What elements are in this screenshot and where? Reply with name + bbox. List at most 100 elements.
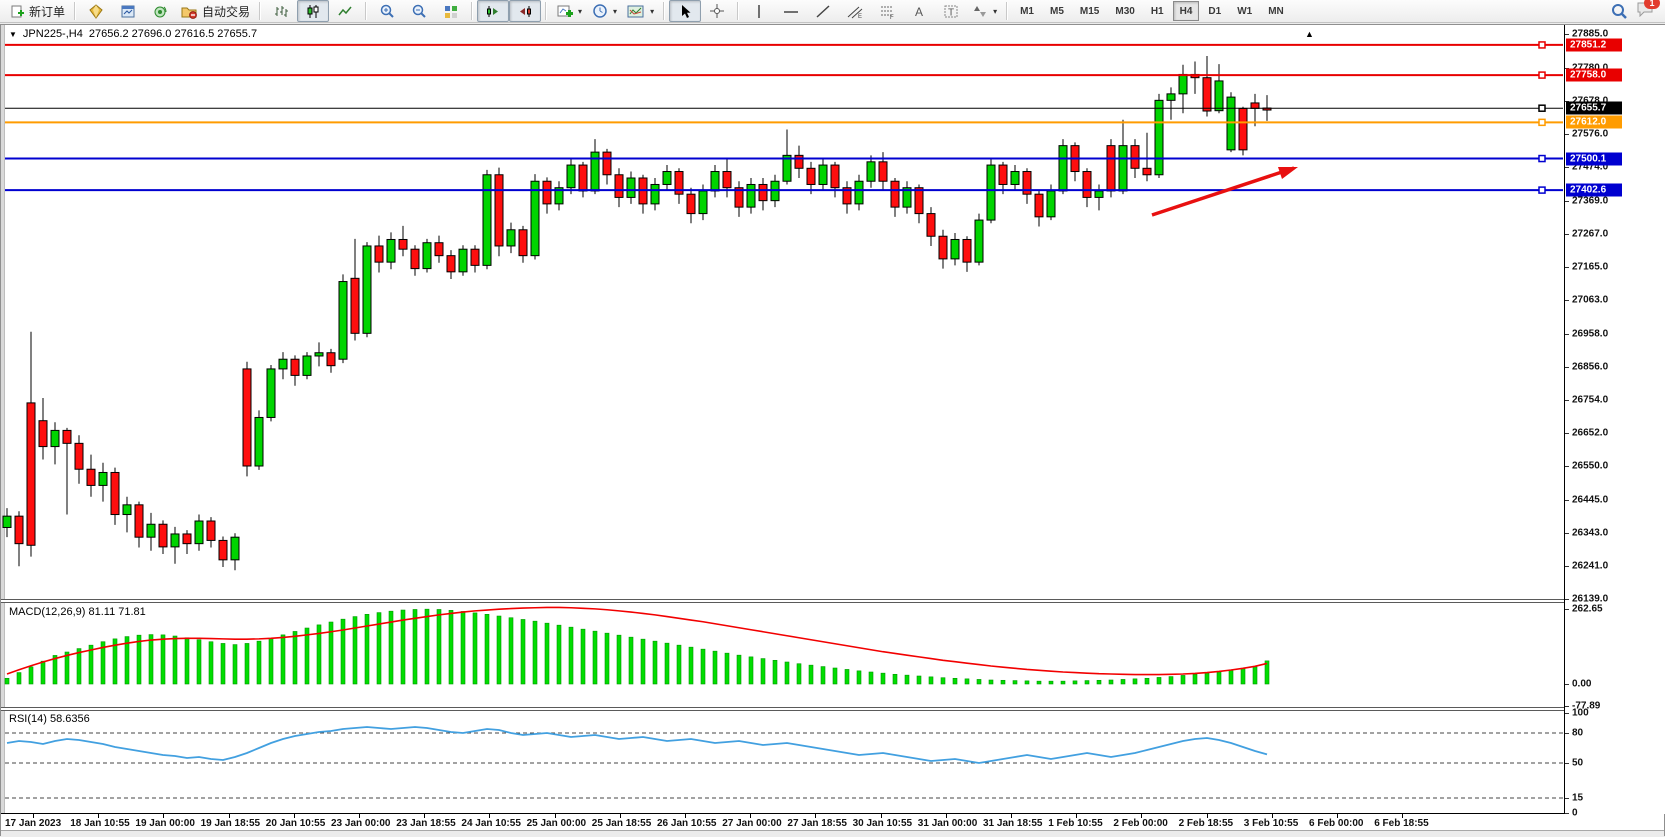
text-button[interactable]: A (903, 0, 935, 22)
pane-separator[interactable] (1, 707, 1564, 711)
zoom-in-button[interactable] (371, 0, 403, 22)
search-icon[interactable] (1610, 2, 1628, 20)
macd-hist-bar (532, 620, 538, 685)
line-chart-button[interactable] (329, 0, 361, 22)
macd-hist-bar (988, 679, 994, 685)
price-label: 27063.0 (1572, 294, 1609, 306)
navigator-button[interactable] (144, 0, 176, 22)
bear-candle (62, 429, 72, 444)
equidistant-channel-button[interactable]: E (839, 0, 871, 22)
time-tick (750, 814, 752, 818)
level-handle[interactable] (1538, 104, 1546, 112)
price-badge: 27655.7 (1566, 101, 1622, 115)
text-label-button[interactable]: T (935, 0, 967, 22)
macd-pane[interactable] (4, 603, 1563, 706)
tab-timeframe-M5[interactable]: M5 (1050, 5, 1064, 17)
macd-hist-bar (604, 632, 610, 685)
level-handle[interactable] (1538, 154, 1546, 163)
window-bottom-edge (1, 830, 1664, 837)
macd-hist-bar (1144, 677, 1150, 685)
macd-label: -77.89 (1572, 700, 1601, 712)
main-price-pane[interactable] (2, 28, 1563, 601)
level-handle[interactable] (1538, 186, 1546, 194)
auto-trading-button[interactable]: 自动交易 (176, 0, 255, 22)
tab-timeframe-M1[interactable]: M1 (1020, 5, 1034, 17)
macd-hist-bar (1108, 679, 1114, 685)
bull-candle (974, 219, 984, 263)
add-indicator-dropdown[interactable]: ▾ (551, 0, 587, 22)
tab-timeframe-W1[interactable]: W1 (1237, 5, 1253, 17)
vertical-line-icon (753, 4, 765, 19)
chart-shift-right-button[interactable] (509, 0, 542, 22)
tab-timeframe-M30[interactable]: M30 (1115, 5, 1135, 17)
macd-hist-bar (352, 616, 358, 685)
bull-candle (314, 352, 324, 357)
period-dropdown[interactable]: ▾ (587, 0, 622, 22)
scroll-end-marker-icon[interactable]: ▲ (1305, 29, 1314, 39)
price-label: 26139.0 (1572, 593, 1609, 605)
macd-hist-bar (148, 634, 154, 685)
macd-label: MACD(12,26,9) 81.11 71.81 (9, 606, 146, 618)
macd-hist-bar (184, 637, 190, 685)
tab-timeframe-MN[interactable]: MN (1268, 5, 1284, 17)
new-order-button[interactable]: 新订单 (5, 0, 70, 22)
tab-timeframe-H4[interactable]: H4 (1172, 1, 1200, 21)
macd-hist-bar (1180, 675, 1186, 685)
candlestick-chart-button[interactable] (297, 0, 330, 22)
time-axis[interactable]: 17 Jan 2023 18 Jan 10:55 19 Jan 00:00 19 Ja… (1, 813, 1564, 830)
template-dropdown[interactable]: ▾ (622, 0, 659, 22)
tile-windows-button[interactable] (435, 0, 467, 22)
symbol-dropdown-icon[interactable]: ▼ (9, 29, 17, 39)
bull-candle (458, 248, 468, 273)
bear-candle (74, 442, 84, 470)
bar-chart-icon (273, 4, 289, 19)
bear-candle (842, 187, 852, 205)
bear-candle (374, 245, 384, 263)
data-window-button[interactable] (112, 0, 144, 22)
svg-text:A: A (915, 5, 923, 19)
zoom-out-button[interactable] (403, 0, 435, 22)
chart-shift-left-button[interactable] (477, 0, 510, 22)
rsi-pane[interactable] (5, 711, 1563, 813)
vertical-line-button[interactable] (743, 0, 775, 22)
price-tick (1565, 598, 1569, 600)
bear-candle (1238, 107, 1248, 151)
price-tick (1565, 200, 1569, 202)
tab-timeframe-H1[interactable]: H1 (1150, 5, 1164, 17)
level-handle[interactable] (1538, 118, 1546, 127)
level-handle[interactable] (1538, 41, 1546, 49)
fibonacci-button[interactable]: F (871, 0, 903, 22)
bull-candle (506, 229, 516, 247)
horizontal-line-button[interactable] (775, 0, 807, 22)
macd-hist-bar (4, 677, 10, 685)
bull-candle (854, 180, 864, 205)
tab-timeframe-M15[interactable]: M15 (1079, 5, 1100, 17)
price-axis[interactable]: 27885.0 27780.0 27678.0 27576.0 27474.0 27369… (1564, 25, 1665, 819)
tab-timeframe-D1[interactable]: D1 (1208, 5, 1222, 17)
level-handle[interactable] (1538, 71, 1546, 79)
horizontal-line-icon (783, 4, 799, 19)
notifications-button[interactable]: 1 (1636, 0, 1660, 22)
crosshair-button[interactable] (701, 0, 733, 22)
macd-hist-bar (880, 672, 886, 685)
macd-hist-bar (856, 670, 862, 685)
bull-candle (1154, 99, 1164, 176)
bear-candle (794, 154, 804, 169)
macd-hist-bar (340, 618, 346, 685)
bear-candle (398, 238, 408, 250)
chart-list-button[interactable] (80, 0, 112, 22)
bear-candle (734, 187, 744, 208)
macd-hist-bar (88, 644, 94, 685)
pane-separator[interactable] (1, 599, 1564, 603)
separator (365, 2, 368, 20)
macd-hist-bar (268, 638, 274, 685)
cursor-button[interactable] (669, 0, 702, 22)
trendline-button[interactable] (807, 0, 839, 22)
macd-hist-bar (124, 636, 130, 685)
time-tick (489, 814, 491, 818)
trend-arrow[interactable] (1151, 166, 1295, 217)
arrows-dropdown[interactable]: ▾ (967, 0, 1002, 22)
bar-chart-button[interactable] (265, 0, 297, 22)
separator (471, 2, 474, 20)
rsi-label: 0 (1572, 807, 1578, 819)
